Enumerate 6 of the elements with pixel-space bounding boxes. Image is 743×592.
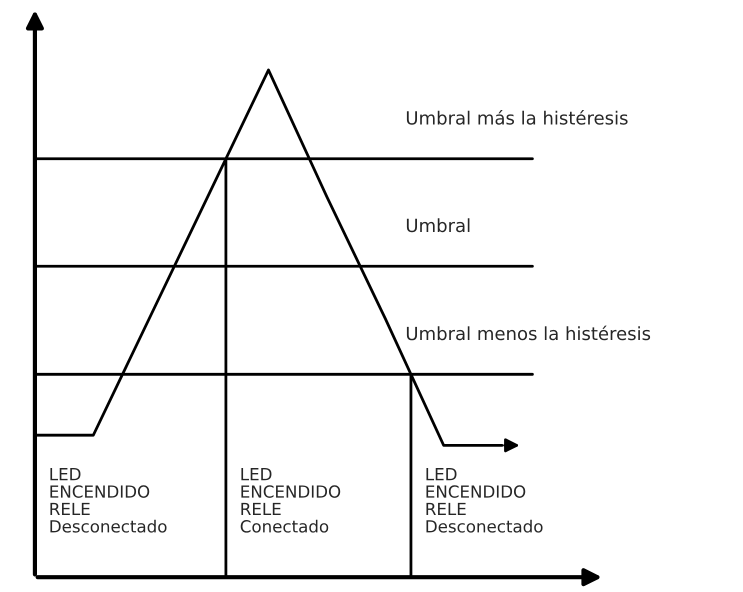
ref-line-label: Umbral	[406, 218, 470, 232]
ref-line-label: Umbral menos la histéresis	[406, 326, 650, 340]
annotation: LED ENCENDIDO RELE Desconectado	[426, 468, 543, 533]
annotation: LED ENCENDIDO RELE Desconectado	[50, 468, 167, 533]
annotation: LED ENCENDIDO RELE Conectado	[240, 468, 340, 533]
ref-line-label: Umbral más la histéresis	[406, 110, 628, 125]
